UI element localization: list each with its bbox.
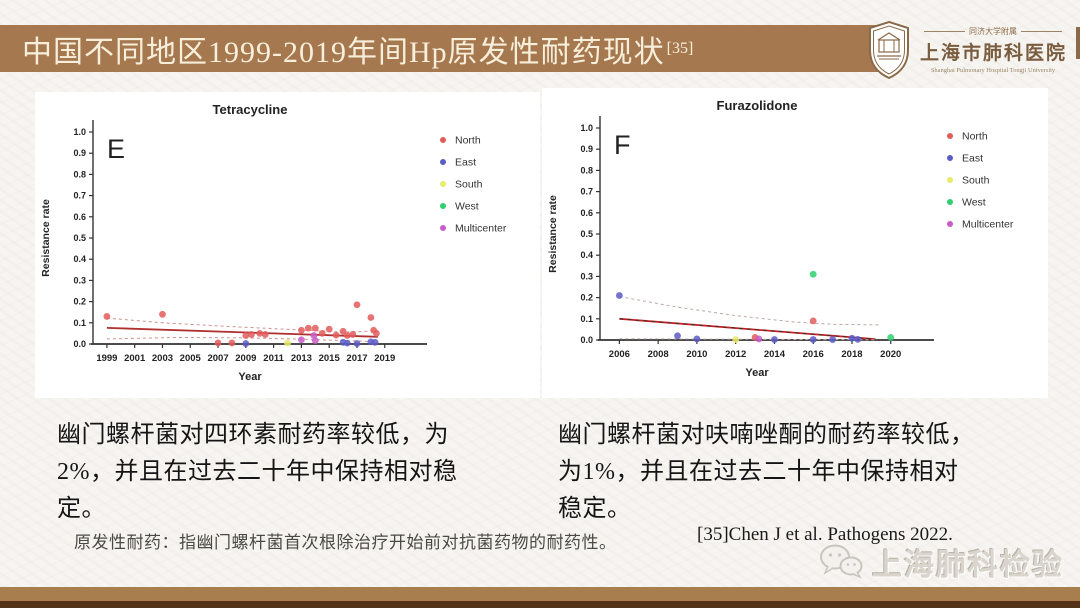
- svg-text:Year: Year: [745, 367, 769, 379]
- svg-text:0.2: 0.2: [580, 293, 593, 303]
- svg-text:1.0: 1.0: [580, 123, 593, 133]
- right-edge-accent: [1076, 27, 1080, 59]
- svg-text:2016: 2016: [803, 349, 824, 360]
- logo-affiliation-row: 同济大学附属: [920, 26, 1066, 37]
- footnote-primary-resistance: 原发性耐药：指幽门螺杆菌首次根除治疗开始前对抗菌药物的耐药性。: [74, 533, 617, 552]
- citation: [35]Chen J et al. Pathogens 2022.: [697, 524, 953, 545]
- svg-text:1999: 1999: [96, 353, 117, 364]
- svg-text:0.9: 0.9: [580, 144, 593, 154]
- svg-text:0.8: 0.8: [73, 169, 86, 179]
- svg-text:2003: 2003: [152, 353, 173, 364]
- svg-text:0.0: 0.0: [580, 335, 593, 345]
- svg-text:2007: 2007: [207, 353, 228, 364]
- furazolidone-chart: Furazolidone F 0.0 0.1 0.2 0.3 0.4 0.5 0.6 0.7 0.8…: [547, 98, 1014, 379]
- svg-text:South: South: [455, 179, 483, 191]
- note-tetracycline: 幽门螺杆菌对四环素耐药率较低，为 2%，并且在过去二十年中保持相对稳 定。: [57, 422, 458, 522]
- svg-text:E: E: [107, 134, 125, 164]
- svg-text:0.9: 0.9: [73, 148, 86, 158]
- svg-text:0.3: 0.3: [580, 271, 593, 281]
- svg-text:0.4: 0.4: [580, 250, 593, 260]
- svg-text:2018: 2018: [841, 349, 862, 360]
- svg-text:2015: 2015: [319, 353, 341, 364]
- svg-text:2014: 2014: [764, 349, 786, 360]
- svg-text:Multicenter: Multicenter: [962, 219, 1014, 231]
- svg-text:2009: 2009: [235, 353, 256, 364]
- figure-panel-tetracycline: Tetracycline E 0.0 0.1 0.2 0.3 0.4 0.5 0.6 0.7 0.8…: [35, 92, 540, 398]
- footer-band-dark: [0, 601, 1080, 608]
- svg-text:Furazolidone: Furazolidone: [717, 98, 798, 113]
- svg-text:0.7: 0.7: [73, 191, 86, 201]
- svg-text:2005: 2005: [180, 353, 202, 364]
- wechat-icon: [820, 544, 863, 579]
- svg-text:2006: 2006: [609, 349, 630, 360]
- svg-text:East: East: [962, 153, 983, 165]
- svg-text:North: North: [455, 135, 481, 147]
- svg-text:0.6: 0.6: [73, 212, 86, 222]
- svg-text:0.5: 0.5: [580, 229, 593, 239]
- hospital-logo: 同济大学附属 上海市肺科医院 Shanghai Pulmonary Hospit…: [866, 14, 1066, 86]
- hospital-name-cn: 上海市肺科医院: [920, 43, 1068, 64]
- svg-text:F: F: [614, 130, 631, 160]
- svg-text:2019: 2019: [374, 353, 395, 364]
- svg-text:0.6: 0.6: [580, 208, 593, 218]
- title-bar: 中国不同地区1999-2019年间Hp原发性耐药现状 [35]: [0, 25, 890, 72]
- svg-text:West: West: [962, 197, 986, 209]
- svg-text:Tetracycline: Tetracycline: [213, 102, 288, 117]
- svg-text:2010: 2010: [686, 349, 707, 360]
- hospital-name-en: Shanghai Pulmonary Hospital Tongji Unive…: [930, 66, 1056, 74]
- svg-text:1.0: 1.0: [73, 127, 86, 137]
- svg-text:2001: 2001: [124, 353, 146, 364]
- svg-text:2017: 2017: [346, 353, 367, 364]
- svg-text:2011: 2011: [263, 353, 284, 364]
- svg-text:0.5: 0.5: [73, 233, 86, 243]
- svg-text:Resistance rate: Resistance rate: [40, 199, 52, 277]
- title-reference-superscript: [35]: [666, 39, 694, 57]
- figure-panel-furazolidone: Furazolidone F 0.0 0.1 0.2 0.3 0.4 0.5 0.6 0.7 0.8…: [542, 88, 1048, 398]
- logo-rule-right: [1021, 31, 1062, 32]
- svg-text:0.7: 0.7: [580, 187, 593, 197]
- svg-text:0.8: 0.8: [580, 165, 593, 175]
- svg-text:0.1: 0.1: [73, 318, 86, 328]
- hospital-shield-icon: [869, 20, 909, 80]
- svg-text:2008: 2008: [648, 349, 669, 360]
- svg-text:Year: Year: [238, 371, 262, 383]
- svg-text:2012: 2012: [725, 349, 746, 360]
- svg-text:0.1: 0.1: [580, 314, 593, 324]
- svg-text:0.2: 0.2: [73, 297, 86, 307]
- svg-text:East: East: [455, 157, 476, 169]
- svg-text:Resistance rate: Resistance rate: [547, 195, 559, 273]
- svg-text:Multicenter: Multicenter: [455, 223, 507, 235]
- hospital-logo-text: 同济大学附属 上海市肺科医院 Shanghai Pulmonary Hospit…: [920, 26, 1066, 74]
- svg-text:South: South: [962, 175, 990, 187]
- svg-text:2020: 2020: [880, 349, 901, 360]
- logo-rule-left: [924, 31, 965, 32]
- svg-text:North: North: [962, 131, 988, 143]
- note-furazolidone: 幽门螺杆菌对呋喃唑酮的耐药率较低， 为1%，并且在过去二十年中保持相对 稳定。: [558, 422, 975, 522]
- logo-affiliation: 同济大学附属: [969, 27, 1017, 36]
- footer-band-light: [0, 587, 1080, 601]
- svg-text:0.3: 0.3: [73, 275, 86, 285]
- svg-text:0.0: 0.0: [73, 339, 86, 349]
- tetracycline-chart: Tetracycline E 0.0 0.1 0.2 0.3 0.4 0.5 0.6 0.7 0.8…: [40, 102, 507, 383]
- svg-text:West: West: [455, 201, 479, 213]
- watermark-text: 上海肺科检验: [872, 549, 1064, 582]
- page-title: 中国不同地区1999-2019年间Hp原发性耐药现状: [22, 35, 665, 69]
- svg-text:2013: 2013: [291, 353, 312, 364]
- svg-text:0.4: 0.4: [73, 254, 86, 264]
- watermark: 上海肺科检验: [818, 540, 1064, 584]
